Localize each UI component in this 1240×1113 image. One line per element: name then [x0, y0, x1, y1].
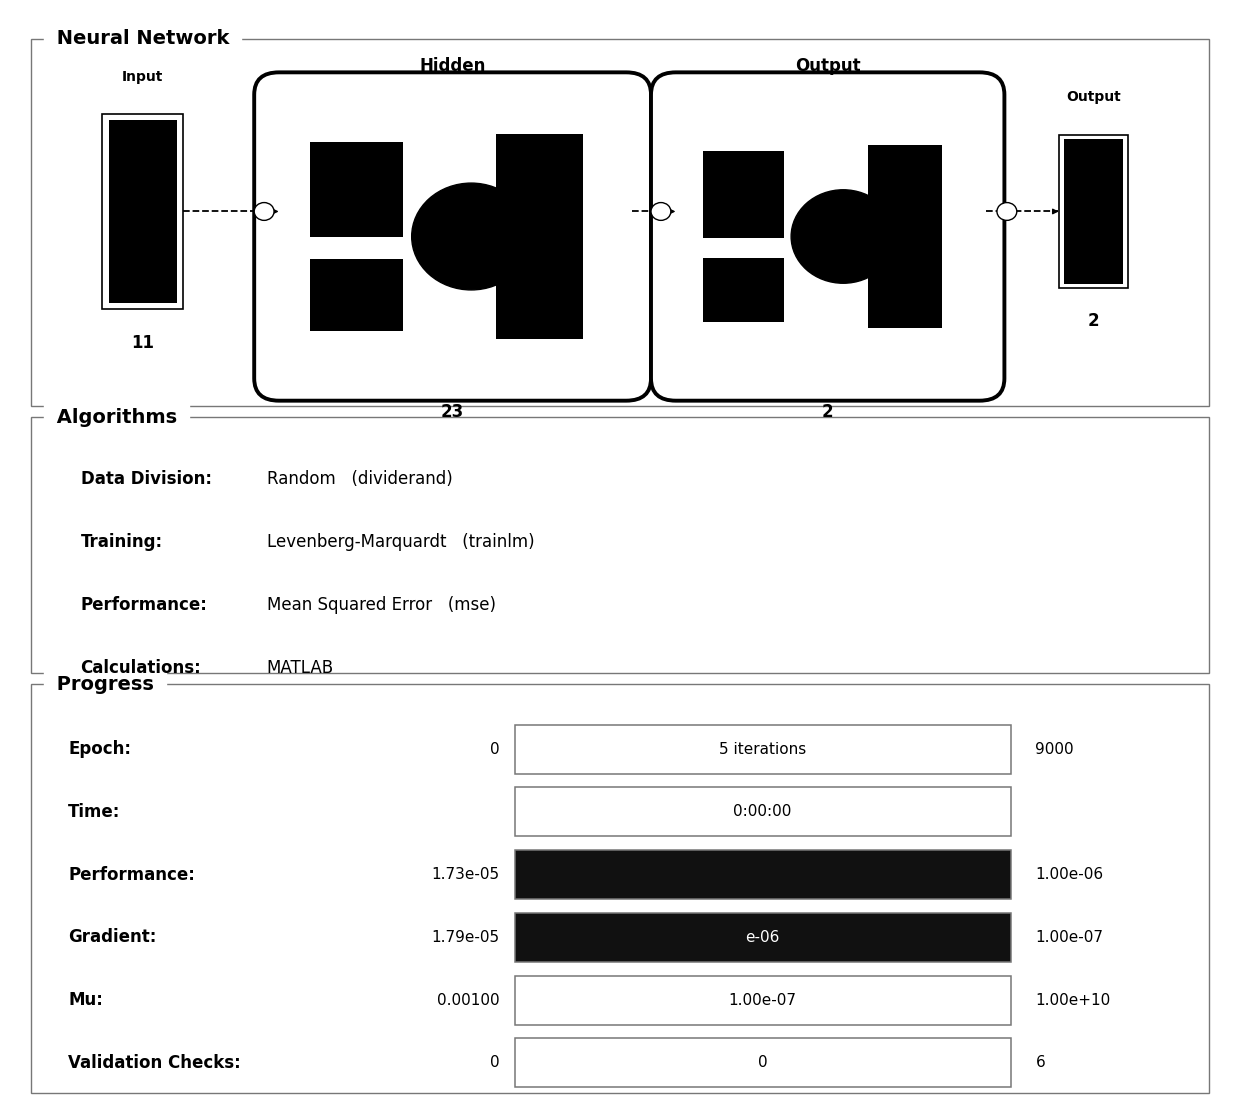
Text: 1.00e-07: 1.00e-07: [729, 993, 796, 1007]
Text: 0.00100: 0.00100: [436, 993, 500, 1007]
Text: Data Division:: Data Division:: [81, 470, 212, 487]
FancyBboxPatch shape: [254, 72, 651, 401]
FancyBboxPatch shape: [515, 1038, 1011, 1087]
Text: Mu:: Mu:: [68, 992, 103, 1009]
Text: 1.00e-07: 1.00e-07: [1035, 929, 1104, 945]
Text: Neural Network: Neural Network: [50, 29, 236, 49]
Text: 0:00:00: 0:00:00: [733, 805, 792, 819]
Text: Mean Squared Error   (mse): Mean Squared Error (mse): [267, 595, 496, 613]
Text: 1.73e-05: 1.73e-05: [432, 867, 500, 883]
FancyBboxPatch shape: [102, 114, 184, 308]
FancyBboxPatch shape: [310, 141, 403, 236]
Text: Performance:: Performance:: [68, 866, 195, 884]
Text: 0: 0: [490, 741, 500, 757]
Text: Calculations:: Calculations:: [81, 659, 201, 677]
Text: 0: 0: [758, 1055, 768, 1071]
FancyBboxPatch shape: [31, 39, 1209, 406]
Circle shape: [254, 203, 274, 220]
Text: Epoch:: Epoch:: [68, 740, 131, 758]
FancyBboxPatch shape: [515, 976, 1011, 1025]
FancyBboxPatch shape: [651, 72, 1004, 401]
Text: Hidden: Hidden: [419, 57, 486, 75]
Text: e-06: e-06: [745, 929, 780, 945]
Text: Time:: Time:: [68, 802, 120, 820]
Text: 2: 2: [822, 403, 833, 421]
FancyBboxPatch shape: [496, 134, 583, 339]
FancyBboxPatch shape: [31, 684, 1209, 1093]
Text: 11: 11: [131, 334, 154, 353]
FancyBboxPatch shape: [515, 725, 1011, 774]
FancyBboxPatch shape: [109, 119, 177, 303]
Text: Gradient:: Gradient:: [68, 928, 156, 946]
Text: 1.00e-06: 1.00e-06: [1035, 867, 1104, 883]
Text: Performance:: Performance:: [81, 595, 207, 613]
Text: Validation Checks:: Validation Checks:: [68, 1054, 241, 1072]
Circle shape: [651, 203, 671, 220]
Text: Levenberg-Marquardt   (trainlm): Levenberg-Marquardt (trainlm): [267, 533, 534, 551]
Text: 1.00e+10: 1.00e+10: [1035, 993, 1111, 1007]
FancyBboxPatch shape: [703, 150, 784, 237]
Text: 6: 6: [1035, 1055, 1045, 1071]
Text: Random   (dividerand): Random (dividerand): [267, 470, 453, 487]
FancyBboxPatch shape: [515, 850, 1011, 899]
FancyBboxPatch shape: [868, 145, 942, 328]
Text: 23: 23: [441, 403, 464, 421]
Text: Progress: Progress: [50, 674, 160, 695]
Text: MATLAB: MATLAB: [267, 659, 334, 677]
Text: 2: 2: [1087, 312, 1100, 329]
FancyBboxPatch shape: [515, 787, 1011, 836]
Circle shape: [997, 203, 1017, 220]
Text: Algorithms: Algorithms: [50, 407, 184, 427]
Text: 5 iterations: 5 iterations: [719, 741, 806, 757]
Text: Output: Output: [795, 57, 861, 75]
FancyBboxPatch shape: [1059, 135, 1128, 288]
Text: 0: 0: [490, 1055, 500, 1071]
Text: Training:: Training:: [81, 533, 162, 551]
FancyBboxPatch shape: [1064, 139, 1123, 284]
Circle shape: [412, 183, 531, 289]
Text: 9000: 9000: [1035, 741, 1074, 757]
Circle shape: [791, 189, 895, 283]
Text: 1.79e-05: 1.79e-05: [432, 929, 500, 945]
FancyBboxPatch shape: [515, 913, 1011, 962]
FancyBboxPatch shape: [31, 417, 1209, 673]
Text: Input: Input: [122, 70, 164, 83]
FancyBboxPatch shape: [310, 258, 403, 331]
Text: Output: Output: [1066, 89, 1121, 104]
FancyBboxPatch shape: [703, 257, 784, 322]
